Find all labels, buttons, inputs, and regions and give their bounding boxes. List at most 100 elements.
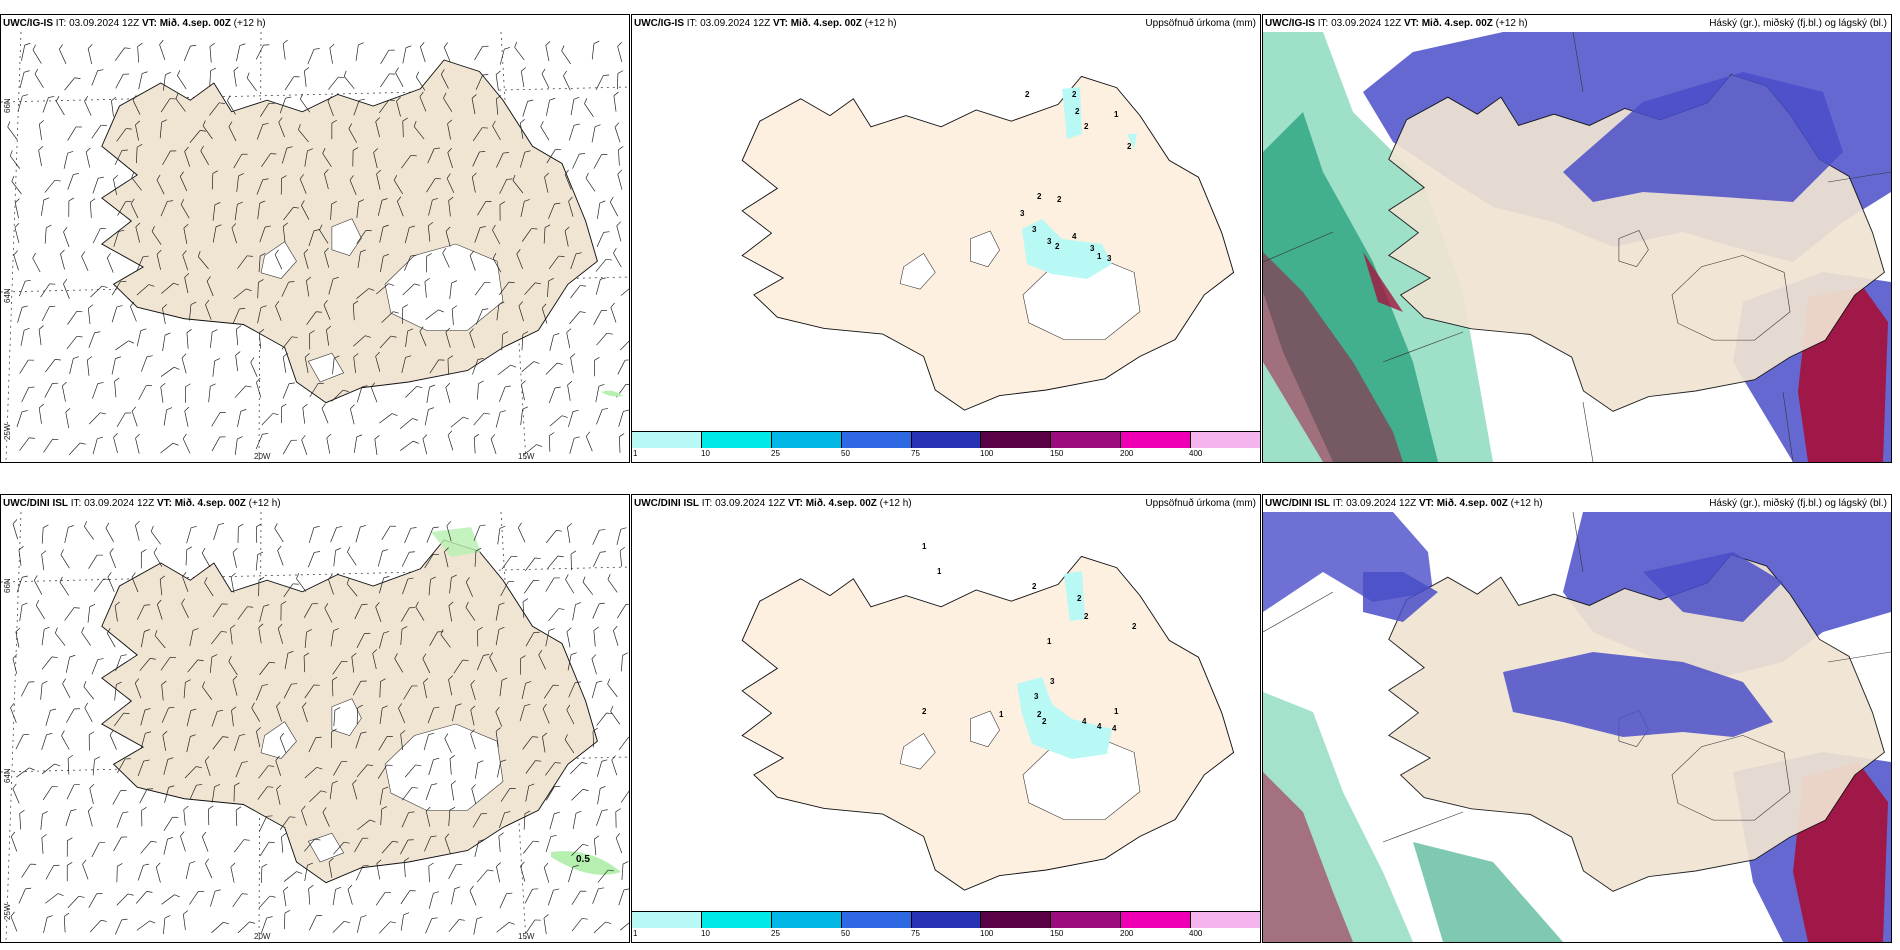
wind-barb-glyph xyxy=(180,353,192,374)
wind-barb-glyph xyxy=(596,330,614,349)
wind-barb-glyph xyxy=(41,524,49,545)
wind-barb-glyph xyxy=(135,888,153,908)
wind-barb-glyph xyxy=(91,839,106,860)
precip-value-label: 2 xyxy=(1042,717,1047,726)
wind-barb-glyph xyxy=(41,731,53,752)
wind-barb-glyph xyxy=(88,552,104,572)
wind-barb-glyph xyxy=(591,123,601,144)
wind-barb-glyph xyxy=(473,433,481,454)
precip-value-label: 3 xyxy=(1047,237,1052,246)
wind-barb-glyph xyxy=(568,408,579,429)
wind-barb-glyph xyxy=(568,122,581,143)
wind-barb-glyph xyxy=(590,654,602,675)
wind-barb-glyph xyxy=(43,914,54,935)
wind-barb-glyph xyxy=(58,549,74,569)
wind-barb-glyph xyxy=(499,383,512,405)
wind-barb-glyph xyxy=(19,601,28,623)
wind-barb-glyph xyxy=(40,810,49,831)
precip-value-label: 2 xyxy=(1072,90,1077,99)
wind-barb-glyph xyxy=(232,890,249,911)
wind-barb-glyph xyxy=(113,834,128,854)
wind-barb-glyph xyxy=(545,96,556,118)
wind-barb-glyph xyxy=(621,860,629,881)
wind-barb-glyph xyxy=(112,432,123,454)
colorbar-label: 150 xyxy=(1050,449,1064,458)
wind-barb-glyph xyxy=(522,838,540,858)
wind-barb-glyph xyxy=(45,707,57,728)
wind-barb-glyph xyxy=(21,861,37,881)
wind-barb-glyph xyxy=(15,731,30,752)
wind-barb-glyph xyxy=(620,786,629,806)
panel-title: UWC/DINI ISL IT: 03.09.2024 12Z VT: Mið.… xyxy=(634,498,912,509)
wind-barb-glyph xyxy=(16,408,29,429)
wind-barb-glyph xyxy=(233,836,251,856)
wind-barb-glyph xyxy=(333,547,342,568)
wind-barb-glyph xyxy=(130,406,143,427)
wind-barb-glyph xyxy=(67,754,75,775)
lon-label-25w: 25W xyxy=(3,423,12,440)
precip-value-label: 1 xyxy=(1114,707,1119,716)
wind-barb-glyph xyxy=(54,95,70,116)
wind-barb-glyph xyxy=(163,814,179,834)
wind-barb-glyph xyxy=(284,73,300,94)
wind-barb-glyph xyxy=(442,42,456,63)
wind-barb-glyph xyxy=(444,382,456,404)
wind-barb-glyph xyxy=(17,92,29,114)
wind-barb-glyph xyxy=(61,278,75,300)
panel-right-title: Uppsöfnuð úrkoma (mm) xyxy=(1145,498,1256,509)
wind-barb-glyph xyxy=(59,730,75,750)
wind-barb-glyph xyxy=(65,705,81,726)
wind-barb-glyph xyxy=(571,786,589,805)
wind-barb-glyph xyxy=(613,91,622,112)
wind-barb-glyph xyxy=(538,120,554,141)
cloud-map xyxy=(1263,512,1891,942)
wind-barb-glyph xyxy=(563,574,579,594)
wind-barb-glyph xyxy=(559,45,576,65)
wind-barb-glyph xyxy=(89,198,97,219)
precip-value-label: 2 xyxy=(1084,122,1089,131)
wind-barb-glyph xyxy=(68,440,87,459)
isoline-label: 0.5 xyxy=(576,854,590,865)
wind-barb-glyph xyxy=(93,576,110,596)
wind-barb-glyph xyxy=(547,553,565,572)
wind-barb-glyph xyxy=(234,435,243,456)
wind-barb-glyph xyxy=(605,678,622,698)
wind-barb-glyph xyxy=(116,891,134,910)
wind-barb-glyph xyxy=(255,377,267,398)
wind-barb-glyph xyxy=(400,887,417,908)
wind-barb-glyph xyxy=(591,40,600,61)
wind-barb-glyph xyxy=(211,919,230,937)
wind-barb-glyph xyxy=(476,867,494,886)
wind-barb-glyph xyxy=(570,96,580,117)
precip-value-label: 2 xyxy=(1037,710,1042,719)
wind-barb-glyph xyxy=(213,521,225,542)
wind-barb-glyph xyxy=(497,525,506,546)
wind-barb-glyph xyxy=(616,70,624,90)
colorbar-swatch xyxy=(632,912,702,928)
wind-barb-glyph xyxy=(401,549,416,570)
colorbar-swatch xyxy=(981,912,1052,928)
wind-barb-glyph xyxy=(451,885,461,906)
wind-barb-glyph xyxy=(544,41,555,62)
colorbar-label: 75 xyxy=(911,929,920,938)
colorbar-label: 1 xyxy=(633,929,638,938)
wind-barb-glyph xyxy=(203,858,217,879)
wind-barb-glyph xyxy=(185,860,196,881)
wind-barb-glyph xyxy=(87,806,98,827)
wind-barb-glyph xyxy=(186,524,198,545)
wind-barb-glyph xyxy=(593,919,612,937)
wind-barb-glyph xyxy=(446,430,458,451)
wind-barb-glyph xyxy=(67,171,80,192)
precip-value-label: 4 xyxy=(1112,724,1117,733)
wind-barb-glyph xyxy=(138,382,153,403)
wind-barb-glyph xyxy=(18,545,27,567)
wind-barb-glyph xyxy=(163,406,173,427)
wind-barb-glyph xyxy=(41,834,49,855)
precip-value-label: 1 xyxy=(937,567,942,576)
wind-barb-glyph xyxy=(280,832,289,854)
wind-barb-glyph xyxy=(64,75,81,94)
wind-barb-glyph xyxy=(21,384,35,405)
wind-barb-glyph xyxy=(89,917,108,936)
wind-barb-glyph xyxy=(64,604,81,624)
wind-barb-glyph xyxy=(92,756,101,777)
